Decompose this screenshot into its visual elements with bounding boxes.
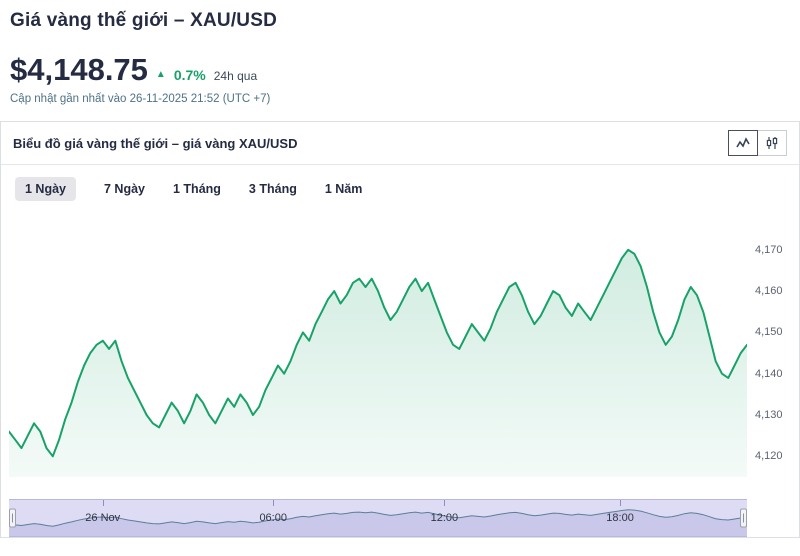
y-axis-label: 4,140 <box>755 367 783 380</box>
navigator-mini-chart <box>9 509 747 536</box>
range-tab-3-months[interactable]: 3 Tháng <box>248 182 297 196</box>
navigator-line-series <box>9 509 747 527</box>
y-axis-label: 4,170 <box>755 243 783 256</box>
price-row: $4,148.75 ▲ 0.7% 24h qua <box>10 52 800 88</box>
range-tabs: 1 Ngày 7 Ngày 1 Tháng 3 Tháng 1 Năm <box>1 165 799 201</box>
y-axis-label: 4,160 <box>755 285 783 298</box>
x-axis-label: 06:00 <box>259 512 287 524</box>
y-axis-label: 4,120 <box>755 450 783 463</box>
line-chart-button[interactable] <box>728 130 758 156</box>
navigator-area-fill <box>9 509 747 536</box>
chart-card: Biểu đồ giá vàng thế giới – giá vàng XAU… <box>0 121 800 538</box>
price-chart-plot[interactable] <box>9 225 747 477</box>
candlestick-chart-button[interactable] <box>757 130 787 156</box>
navigator-handle-right[interactable] <box>740 508 747 528</box>
chart-area: 4,120 4,130 4,140 4,150 4,160 4,170 <box>1 225 799 477</box>
range-tab-7-days[interactable]: 7 Ngày <box>104 182 145 196</box>
x-axis-label: 26 Nov <box>85 512 121 524</box>
page: Giá vàng thế giới – XAU/USD $4,148.75 ▲ … <box>0 10 800 538</box>
y-axis-label: 4,130 <box>755 409 783 422</box>
y-axis: 4,120 4,130 4,140 4,150 4,160 4,170 <box>747 225 799 477</box>
chart-navigator[interactable]: 26 Nov 06:00 12:00 18:00 <box>9 499 747 537</box>
x-axis-tick <box>620 500 622 506</box>
x-axis-label: 18:00 <box>606 512 634 524</box>
range-tab-1-day[interactable]: 1 Ngày <box>15 177 76 201</box>
x-axis-tick <box>102 500 104 506</box>
navigator-spacer <box>747 499 799 537</box>
navigator-handle-left[interactable] <box>9 508 16 528</box>
range-tab-1-year[interactable]: 1 Năm <box>324 182 363 196</box>
chart-type-toggle <box>728 130 787 156</box>
last-updated-text: Cập nhật gần nhất vào 26-11-2025 21:52 (… <box>10 93 271 105</box>
x-axis-tick <box>444 500 446 506</box>
arrow-up-icon: ▲ <box>155 69 166 80</box>
price-chart-svg <box>9 248 747 477</box>
current-price: $4,148.75 <box>10 52 148 87</box>
x-axis-label: 12:00 <box>430 512 459 524</box>
change-period-label: 24h qua <box>213 69 258 83</box>
candlestick-chart-icon <box>766 137 778 149</box>
price-line-series <box>9 248 747 458</box>
chart-card-header: Biểu đồ giá vàng thế giới – giá vàng XAU… <box>1 122 799 165</box>
range-tab-1-month[interactable]: 1 Tháng <box>173 182 221 196</box>
change-percent: 0.7% <box>173 67 206 83</box>
navigator-row: 26 Nov 06:00 12:00 18:00 <box>1 499 799 537</box>
x-axis-tick <box>273 500 275 506</box>
price-area-fill <box>9 249 747 477</box>
page-title: Giá vàng thế giới – XAU/USD <box>10 10 278 31</box>
y-axis-label: 4,150 <box>755 326 783 339</box>
line-chart-icon <box>736 137 750 148</box>
chart-card-title: Biểu đồ giá vàng thế giới – giá vàng XAU… <box>13 135 298 151</box>
